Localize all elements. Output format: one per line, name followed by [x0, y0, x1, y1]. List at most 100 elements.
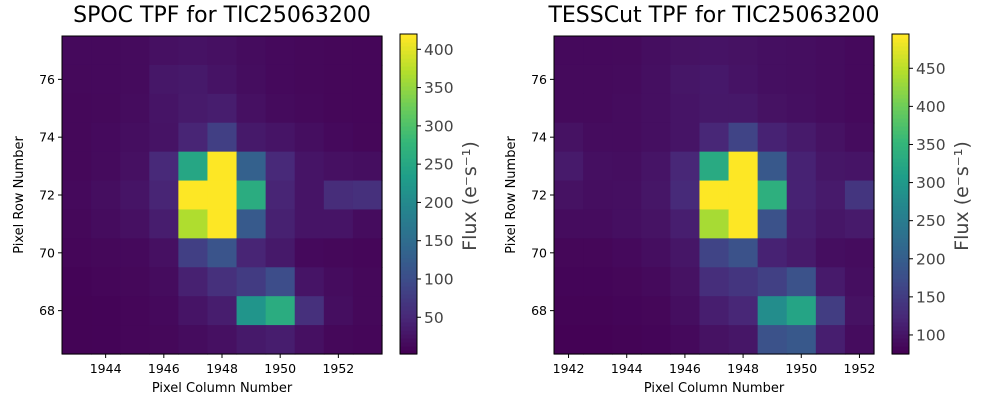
heatmap-cell: [844, 93, 875, 124]
colorbar-segment: [892, 350, 909, 355]
heatmap-cell: [583, 209, 613, 239]
colorbar-segment: [892, 310, 909, 315]
heatmap-cell: [699, 36, 730, 66]
heatmap-cell: [554, 209, 584, 239]
heatmap-cell: [236, 325, 267, 355]
colorbar-segment: [892, 318, 909, 323]
heatmap-cell: [62, 209, 92, 239]
heatmap-cell: [352, 64, 383, 95]
heatmap-cell: [786, 122, 817, 153]
heatmap-cell: [352, 209, 383, 239]
colorbar-segment: [400, 34, 417, 39]
x-tick-label: 1948: [727, 361, 759, 376]
heatmap-cell: [583, 122, 613, 153]
heatmap-cell: [178, 64, 209, 95]
colorbar-segment: [400, 258, 417, 263]
heatmap-cell: [554, 122, 584, 153]
heatmap-cell: [178, 325, 209, 355]
colorbar-segment: [400, 222, 417, 227]
colorbar-segment: [400, 246, 417, 251]
colorbar-segment: [400, 102, 417, 107]
heatmap-cell: [265, 93, 296, 124]
heatmap-cell: [815, 36, 846, 66]
heatmap-cell: [670, 238, 701, 268]
heatmap-cell: [178, 151, 209, 182]
colorbar-segment: [400, 322, 417, 327]
heatmap-cell: [323, 64, 354, 95]
heatmap-cell: [120, 325, 150, 355]
colorbar-segment: [400, 206, 417, 211]
heatmap-cell: [583, 36, 613, 66]
colorbar-segment: [400, 238, 417, 243]
colorbar-segment: [400, 62, 417, 67]
heatmap-cell: [641, 36, 671, 66]
colorbar-segment: [892, 134, 909, 139]
heatmap-cell: [207, 180, 238, 211]
heatmap-cell: [699, 64, 730, 95]
heatmap-cell: [786, 296, 817, 326]
colorbar-segment: [892, 162, 909, 167]
colorbar-segment: [400, 90, 417, 95]
heatmap-cell: [91, 296, 121, 326]
heatmap-cell: [207, 64, 238, 95]
colorbar-segment: [892, 178, 909, 183]
heatmap-cell: [62, 36, 92, 66]
heatmap-cell: [236, 296, 267, 326]
heatmap-cell: [554, 93, 584, 124]
colorbar-tick-label: 200: [424, 194, 454, 212]
heatmap-cell: [612, 151, 642, 182]
heatmap-cell: [612, 93, 642, 124]
heatmap-cell: [583, 296, 613, 326]
heatmap-cell: [236, 238, 267, 268]
colorbar-segment: [892, 314, 909, 319]
colorbar-segment: [892, 46, 909, 51]
y-tick-label: 70: [39, 245, 55, 260]
heatmap-cell: [207, 36, 238, 66]
colorbar-segment: [892, 166, 909, 171]
heatmap-cell: [149, 296, 179, 326]
heatmap-cell: [612, 180, 642, 211]
colorbar-segment: [892, 298, 909, 303]
colorbar-segment: [400, 202, 417, 207]
colorbar-segment: [400, 242, 417, 247]
colorbar-segment: [892, 114, 909, 119]
heatmap-cell: [91, 209, 121, 239]
heatmap-cell: [583, 325, 613, 355]
colorbar-segment: [400, 310, 417, 315]
heatmap-cell: [583, 267, 613, 297]
heatmap-cell: [178, 180, 209, 211]
colorbar-segment: [892, 278, 909, 283]
colorbar-segment: [400, 330, 417, 335]
heatmap-cell: [352, 36, 383, 66]
colorbar-segment: [892, 34, 909, 39]
heatmap-cell: [149, 36, 179, 66]
heatmap-cell: [583, 93, 613, 124]
heatmap-cell: [207, 238, 238, 268]
heatmap-cell: [641, 209, 671, 239]
heatmap-cell: [323, 122, 354, 153]
heatmap-cell: [670, 122, 701, 153]
colorbar-segment: [400, 114, 417, 119]
heatmap-cell: [207, 151, 238, 182]
colorbar-segment: [400, 210, 417, 215]
heatmap-cell: [844, 209, 875, 239]
x-tick-label: 1942: [553, 361, 585, 376]
heatmap-cell: [91, 36, 121, 66]
colorbar-segment: [892, 222, 909, 227]
heatmap-cell: [757, 64, 788, 95]
colorbar-segment: [892, 110, 909, 115]
colorbar-segment: [892, 238, 909, 243]
heatmap-cell: [265, 296, 296, 326]
heatmap-cell: [728, 238, 759, 268]
colorbar-segment: [400, 150, 417, 155]
colorbar-segment: [892, 94, 909, 99]
heatmap-cell: [294, 325, 325, 355]
colorbar-segment: [892, 230, 909, 235]
heatmap-cell: [786, 238, 817, 268]
heatmap-cell: [352, 238, 383, 268]
heatmap-cell: [236, 151, 267, 182]
colorbar-segment: [400, 110, 417, 115]
colorbar-segment: [400, 250, 417, 255]
heatmap-cell: [815, 180, 846, 211]
heatmap-cell: [120, 122, 150, 153]
